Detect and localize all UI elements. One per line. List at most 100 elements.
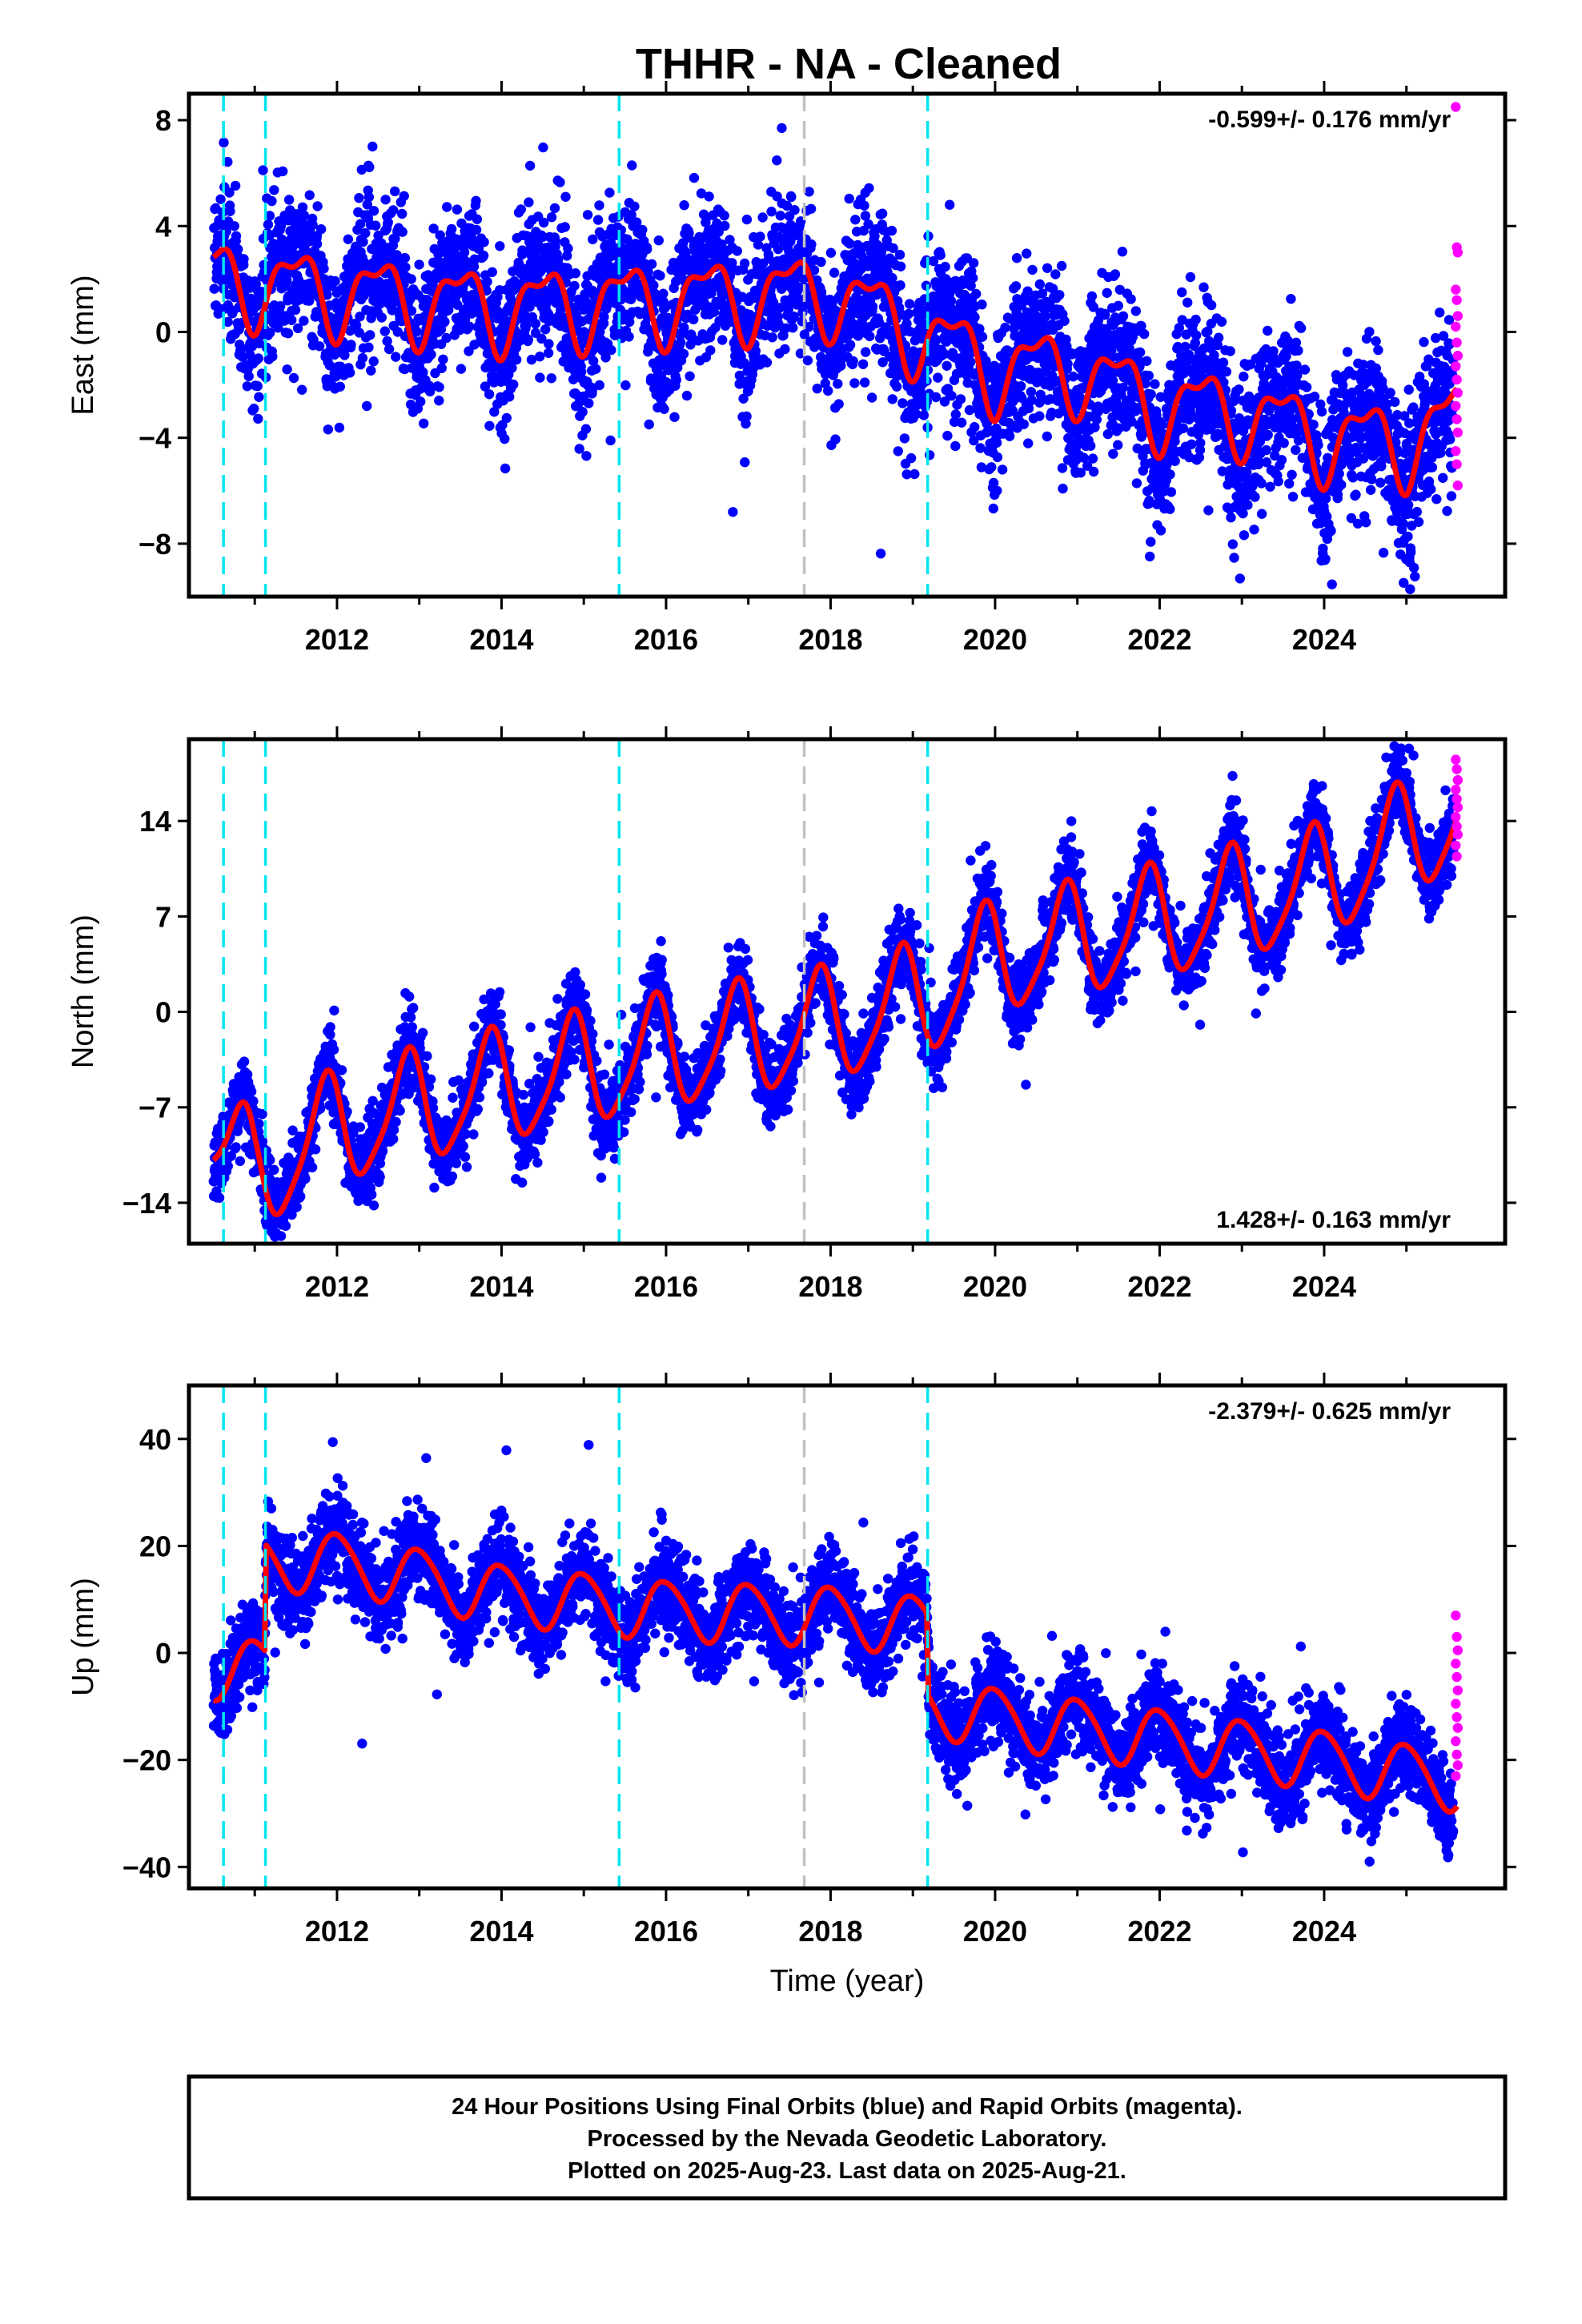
east-final-point	[925, 450, 935, 460]
east-final-point	[435, 230, 445, 240]
east-final-point	[283, 195, 295, 205]
east-final-point	[1320, 553, 1331, 565]
east-final-point	[569, 280, 580, 292]
east-final-point	[244, 349, 255, 360]
east-final-point	[1268, 346, 1279, 356]
east-final-point	[1295, 323, 1307, 333]
east-final-point	[243, 371, 254, 382]
east-final-point	[1191, 330, 1202, 340]
east-final-point	[252, 380, 263, 392]
east-final-point	[1226, 513, 1236, 523]
east-final-point	[580, 424, 592, 434]
east-final-point	[264, 211, 275, 221]
east-final-point	[360, 227, 371, 239]
east-final-point	[1279, 438, 1289, 448]
east-final-point	[1057, 463, 1068, 473]
east-final-point	[1062, 359, 1073, 369]
east-final-point	[319, 263, 329, 274]
east-final-point	[282, 275, 292, 286]
east-final-point	[1034, 411, 1045, 421]
east-final-point	[456, 364, 467, 374]
east-final-point	[940, 261, 950, 272]
east-final-point	[1034, 279, 1046, 290]
east-final-point	[1100, 310, 1110, 320]
east-final-point	[946, 391, 957, 401]
east-final-point	[581, 451, 592, 461]
east-final-point	[739, 258, 750, 269]
east-final-point	[294, 275, 304, 286]
east-final-point	[363, 191, 374, 203]
east-final-point	[1139, 328, 1150, 340]
east-final-point	[1216, 316, 1227, 327]
east-final-point	[358, 236, 368, 247]
east-final-point	[875, 549, 886, 559]
east-final-point	[802, 355, 813, 366]
east-final-point	[1326, 525, 1336, 537]
east-final-point	[267, 195, 277, 207]
east-final-point	[1118, 311, 1129, 321]
east-final-point	[637, 224, 648, 235]
east-final-point	[1308, 420, 1319, 430]
east-final-point	[379, 326, 390, 336]
east-final-point	[1334, 468, 1344, 479]
east-final-point	[741, 214, 753, 225]
east-final-point	[1265, 481, 1275, 492]
east-final-point	[399, 191, 409, 201]
east-final-point	[1364, 327, 1375, 337]
east-final-point	[991, 437, 1002, 448]
east-final-point	[895, 280, 905, 291]
east-final-point	[424, 386, 436, 397]
east-final-point	[728, 507, 738, 517]
east-final-point	[512, 354, 522, 365]
east-final-point	[588, 234, 598, 245]
east-final-point	[887, 394, 897, 404]
east-final-point	[1117, 247, 1128, 257]
east-final-point	[848, 356, 858, 367]
east-final-point	[964, 404, 975, 416]
east-final-point	[1256, 509, 1267, 519]
east-final-point	[484, 389, 495, 400]
east-final-point	[1000, 322, 1010, 333]
east-final-point	[442, 202, 452, 212]
east-final-point	[642, 244, 652, 255]
east-final-point	[299, 316, 309, 326]
east-final-point	[219, 137, 229, 148]
east-final-point	[249, 404, 259, 414]
east-final-point	[412, 326, 422, 337]
east-final-point	[864, 183, 874, 194]
east-final-point	[741, 411, 752, 422]
east-final-point	[1165, 469, 1175, 480]
east-final-point	[681, 390, 693, 401]
east-final-point	[755, 231, 765, 242]
east-final-point	[324, 360, 335, 371]
east-final-point	[283, 328, 294, 339]
east-final-point	[1221, 366, 1232, 377]
east-final-point	[777, 123, 787, 134]
east-final-point	[1287, 492, 1299, 502]
east-final-point	[258, 165, 268, 175]
east-final-point	[1373, 344, 1383, 356]
east-final-point	[315, 224, 327, 235]
east-final-point	[406, 306, 417, 316]
east-final-point	[383, 217, 393, 227]
east-final-point	[331, 372, 341, 382]
east-final-point	[1040, 311, 1051, 322]
east-final-point	[233, 244, 243, 255]
east-final-point	[239, 254, 249, 264]
east-final-point	[501, 412, 512, 424]
east-final-point	[546, 373, 556, 384]
east-final-point	[644, 419, 654, 430]
east-final-point	[918, 410, 930, 420]
east-final-point	[850, 215, 861, 225]
east-final-point	[1239, 372, 1249, 382]
east-final-point	[1313, 440, 1323, 450]
east-final-point	[1206, 300, 1217, 311]
east-final-point	[970, 312, 980, 323]
east-final-point	[544, 339, 554, 349]
east-final-point	[209, 283, 219, 294]
east-final-point	[591, 364, 601, 374]
east-final-point	[904, 299, 915, 309]
east-final-point	[992, 452, 1003, 463]
east-final-point	[223, 316, 233, 328]
east-final-point	[867, 301, 878, 312]
